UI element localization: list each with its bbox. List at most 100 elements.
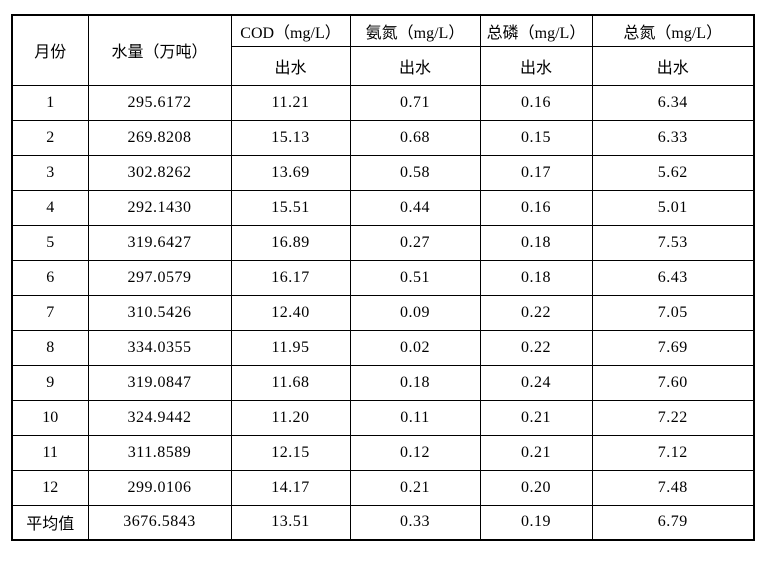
tn-cell: 6.34 [591, 84, 755, 121]
table-row: 8 334.0355 11.95 0.02 0.22 7.69 [11, 329, 755, 366]
month-cell: 平均值 [11, 504, 89, 541]
ammonia-cell: 0.21 [349, 469, 481, 506]
ammonia-cell: 0.09 [349, 294, 481, 331]
month-cell: 1 [11, 84, 89, 121]
table-row-average: 平均值 3676.5843 13.51 0.33 0.19 6.79 [11, 504, 755, 541]
tn-cell: 6.33 [591, 119, 755, 156]
tn-cell: 6.43 [591, 259, 755, 296]
tp-cell: 0.24 [479, 364, 593, 401]
subheader-effluent-tn: 出水 [591, 45, 755, 86]
tn-cell: 7.69 [591, 329, 755, 366]
subheader-effluent-ammonia: 出水 [349, 45, 481, 86]
table-row: 7 310.5426 12.40 0.09 0.22 7.05 [11, 294, 755, 331]
cod-cell: 11.20 [230, 399, 351, 436]
table-row: 2 269.8208 15.13 0.68 0.15 6.33 [11, 119, 755, 156]
tn-cell: 7.60 [591, 364, 755, 401]
tn-cell: 5.62 [591, 154, 755, 191]
cod-cell: 13.51 [230, 504, 351, 541]
header-row-2: 出水 出水 出水 出水 [12, 45, 755, 86]
volume-cell: 319.0847 [87, 364, 232, 401]
volume-cell: 319.6427 [87, 224, 232, 261]
tn-cell: 7.48 [591, 469, 755, 506]
table-row: 1 295.6172 11.21 0.71 0.16 6.34 [11, 84, 755, 121]
cod-cell: 16.89 [230, 224, 351, 261]
ammonia-cell: 0.44 [349, 189, 481, 226]
month-cell: 4 [11, 189, 89, 226]
month-cell: 9 [11, 364, 89, 401]
header-tp: 总磷（mg/L） [479, 14, 593, 47]
header-tn: 总氮（mg/L） [591, 14, 755, 47]
header-cod: COD（mg/L） [230, 14, 351, 47]
ammonia-cell: 0.02 [349, 329, 481, 366]
month-cell: 10 [11, 399, 89, 436]
table-row: 9 319.0847 11.68 0.18 0.24 7.60 [11, 364, 755, 401]
header-month: 月份 [11, 14, 89, 86]
volume-cell: 3676.5843 [87, 504, 232, 541]
cod-cell: 15.13 [230, 119, 351, 156]
volume-cell: 292.1430 [87, 189, 232, 226]
tn-cell: 5.01 [591, 189, 755, 226]
cod-cell: 14.17 [230, 469, 351, 506]
volume-cell: 299.0106 [87, 469, 232, 506]
tp-cell: 0.21 [479, 399, 593, 436]
ammonia-cell: 0.71 [349, 84, 481, 121]
tn-cell: 6.79 [591, 504, 755, 541]
tp-cell: 0.15 [479, 119, 593, 156]
volume-cell: 311.8589 [87, 434, 232, 471]
month-cell: 7 [11, 294, 89, 331]
tp-cell: 0.19 [479, 504, 593, 541]
ammonia-cell: 0.51 [349, 259, 481, 296]
cod-cell: 12.15 [230, 434, 351, 471]
subheader-effluent-tp: 出水 [479, 45, 593, 86]
cod-cell: 11.21 [230, 84, 351, 121]
tn-cell: 7.53 [591, 224, 755, 261]
ammonia-cell: 0.68 [349, 119, 481, 156]
table-row: 11 311.8589 12.15 0.12 0.21 7.12 [11, 434, 755, 471]
tp-cell: 0.21 [479, 434, 593, 471]
volume-cell: 334.0355 [87, 329, 232, 366]
month-cell: 3 [11, 154, 89, 191]
table-row: 3 302.8262 13.69 0.58 0.17 5.62 [11, 154, 755, 191]
tp-cell: 0.16 [479, 84, 593, 121]
month-cell: 6 [11, 259, 89, 296]
table-row: 4 292.1430 15.51 0.44 0.16 5.01 [11, 189, 755, 226]
tn-cell: 7.05 [591, 294, 755, 331]
ammonia-cell: 0.33 [349, 504, 481, 541]
volume-cell: 269.8208 [87, 119, 232, 156]
ammonia-cell: 0.12 [349, 434, 481, 471]
month-cell: 8 [11, 329, 89, 366]
subheader-effluent-cod: 出水 [230, 45, 351, 86]
tn-cell: 7.12 [591, 434, 755, 471]
cod-cell: 13.69 [230, 154, 351, 191]
tp-cell: 0.18 [479, 259, 593, 296]
month-cell: 2 [11, 119, 89, 156]
cod-cell: 16.17 [230, 259, 351, 296]
tp-cell: 0.20 [479, 469, 593, 506]
month-cell: 11 [11, 434, 89, 471]
month-cell: 12 [11, 469, 89, 506]
cod-cell: 15.51 [230, 189, 351, 226]
ammonia-cell: 0.58 [349, 154, 481, 191]
tn-cell: 7.22 [591, 399, 755, 436]
water-quality-table: 月份 水量（万吨） COD（mg/L） 氨氮（mg/L） 总磷（mg/L） 总氮… [11, 14, 755, 541]
header-row-1: 月份 水量（万吨） COD（mg/L） 氨氮（mg/L） 总磷（mg/L） 总氮… [11, 14, 755, 86]
water-quality-table-container: 月份 水量（万吨） COD（mg/L） 氨氮（mg/L） 总磷（mg/L） 总氮… [11, 14, 755, 541]
cod-cell: 11.95 [230, 329, 351, 366]
table-row: 6 297.0579 16.17 0.51 0.18 6.43 [11, 259, 755, 296]
cod-cell: 11.68 [230, 364, 351, 401]
header-ammonia: 氨氮（mg/L） [349, 14, 481, 47]
tp-cell: 0.18 [479, 224, 593, 261]
tp-cell: 0.22 [479, 294, 593, 331]
volume-cell: 302.8262 [87, 154, 232, 191]
tp-cell: 0.22 [479, 329, 593, 366]
volume-cell: 295.6172 [87, 84, 232, 121]
volume-cell: 310.5426 [87, 294, 232, 331]
cod-cell: 12.40 [230, 294, 351, 331]
ammonia-cell: 0.27 [349, 224, 481, 261]
table-row: 12 299.0106 14.17 0.21 0.20 7.48 [11, 469, 755, 506]
volume-cell: 297.0579 [87, 259, 232, 296]
table-row: 5 319.6427 16.89 0.27 0.18 7.53 [11, 224, 755, 261]
ammonia-cell: 0.18 [349, 364, 481, 401]
volume-cell: 324.9442 [87, 399, 232, 436]
month-cell: 5 [11, 224, 89, 261]
